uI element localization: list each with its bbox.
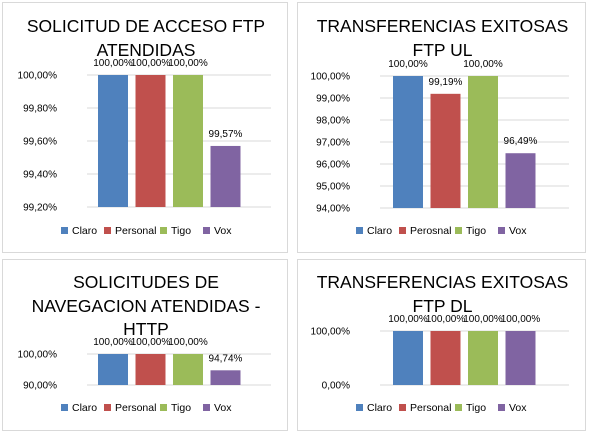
bar-vox: [210, 145, 241, 207]
data-label: 100,00%: [501, 314, 541, 325]
bar-tigo: [468, 331, 498, 385]
y-tick-label: 94,00%: [316, 204, 350, 215]
y-tick-label: 97,00%: [316, 138, 350, 149]
chart-svg: SOLICITUD DE ACCESO FTPATENDIDAS100,00%9…: [18, 16, 271, 237]
y-tick-label: 99,00%: [316, 94, 350, 105]
legend-swatch: [160, 227, 167, 234]
legend-swatch: [399, 404, 406, 411]
legend-label: Personal: [115, 225, 156, 237]
legend-label: Tigo: [171, 225, 191, 237]
y-tick-label: 99,40%: [23, 170, 57, 181]
chart-title-line: FTP DL: [413, 296, 473, 316]
data-label: 100,00%: [93, 58, 133, 69]
chart-title-line: NAVEGACION ATENDIDAS -: [32, 296, 261, 316]
bar-personal: [430, 331, 461, 385]
data-label: 100,00%: [131, 58, 171, 69]
legend-swatch: [104, 227, 111, 234]
y-tick-label: 90,00%: [23, 381, 57, 392]
legend-label: Vox: [214, 402, 232, 414]
y-tick-label: 98,00%: [316, 116, 350, 127]
chart-title-line: HTTP: [123, 319, 169, 339]
data-label: 100,00%: [388, 314, 428, 325]
bar-perosnal: [430, 93, 461, 208]
legend-swatch: [203, 404, 210, 411]
data-label: 99,57%: [209, 129, 243, 140]
legend-swatch: [104, 404, 111, 411]
data-label: 96,49%: [504, 136, 538, 147]
legend-label: Vox: [509, 402, 527, 414]
legend-label: Perosnal: [410, 225, 451, 237]
y-tick-label: 95,00%: [316, 182, 350, 193]
legend-swatch: [356, 404, 363, 411]
bar-claro: [393, 76, 423, 208]
legend-swatch: [455, 227, 462, 234]
y-tick-label: 99,80%: [23, 104, 57, 115]
y-tick-label: 100,00%: [18, 350, 58, 361]
y-tick-label: 0,00%: [322, 381, 350, 392]
legend-swatch: [399, 227, 406, 234]
data-label: 100,00%: [426, 314, 466, 325]
legend-label: Personal: [115, 402, 156, 414]
chart-title-line: TRANSFERENCIAS EXITOSAS: [317, 16, 569, 36]
chart-title-line: SOLICITUD DE ACCESO FTP: [27, 16, 265, 36]
y-tick-label: 100,00%: [311, 72, 351, 83]
data-label: 100,00%: [131, 337, 171, 348]
bar-vox: [210, 370, 241, 385]
data-label: 94,74%: [209, 353, 243, 364]
legend-swatch: [61, 227, 68, 234]
y-tick-label: 96,00%: [316, 160, 350, 171]
legend-swatch: [498, 404, 505, 411]
bar-claro: [393, 331, 423, 385]
data-label: 100,00%: [463, 59, 503, 70]
y-tick-label: 99,20%: [23, 203, 57, 214]
chart-panel-http: SOLICITUDES DE NAVEGACION ATENDIDAS - HTTP…: [2, 259, 288, 431]
data-label: 99,19%: [429, 77, 463, 88]
legend-label: Tigo: [466, 225, 486, 237]
legend-label: Claro: [72, 225, 97, 237]
data-label: 100,00%: [168, 337, 208, 348]
legend-label: Claro: [367, 225, 392, 237]
bar-claro: [98, 354, 128, 385]
bar-vox: [505, 153, 536, 208]
bar-claro: [98, 75, 128, 207]
bar-tigo: [173, 75, 203, 207]
legend-swatch: [160, 404, 167, 411]
legend-swatch: [455, 404, 462, 411]
chart-title-line: FTP UL: [413, 40, 473, 60]
data-label: 100,00%: [388, 59, 428, 70]
bar-vox: [505, 331, 536, 385]
y-tick-label: 100,00%: [18, 71, 58, 82]
data-label: 100,00%: [168, 58, 208, 69]
legend-label: Vox: [214, 225, 232, 237]
legend-label: Claro: [367, 402, 392, 414]
legend-label: Vox: [509, 225, 527, 237]
bar-tigo: [173, 354, 203, 385]
data-label: 100,00%: [93, 337, 133, 348]
legend-swatch: [61, 404, 68, 411]
chart-title-line: TRANSFERENCIAS EXITOSAS: [317, 272, 569, 292]
legend-label: Claro: [72, 402, 97, 414]
chart-title-line: SOLICITUDES DE: [73, 272, 219, 292]
chart-panel-ftp-access: SOLICITUD DE ACCESO FTP ATENDIDAS 100,00% 9…: [2, 2, 288, 253]
y-tick-label: 99,60%: [23, 137, 57, 148]
data-label: 100,00%: [463, 314, 503, 325]
chart-panel-ftp-ul: TRANSFERENCIAS EXITOSAS FTP UL 100,00% 99,0…: [297, 2, 586, 253]
legend-swatch: [203, 227, 210, 234]
bar-personal: [135, 354, 166, 385]
legend-swatch: [498, 227, 505, 234]
chart-panel-ftp-dl: TRANSFERENCIAS EXITOSAS FTP DL 100,00% 0,00…: [297, 259, 586, 431]
legend-swatch: [356, 227, 363, 234]
y-tick-label: 100,00%: [311, 327, 351, 338]
chart-svg: SOLICITUDES DE NAVEGACION ATENDIDAS - HTTP…: [18, 272, 271, 414]
legend-label: Tigo: [171, 402, 191, 414]
legend-label: Personal: [410, 402, 451, 414]
chart-title-line: ATENDIDAS: [97, 40, 196, 60]
bar-tigo: [468, 76, 498, 208]
bar-personal: [135, 75, 166, 207]
legend-label: Tigo: [466, 402, 486, 414]
